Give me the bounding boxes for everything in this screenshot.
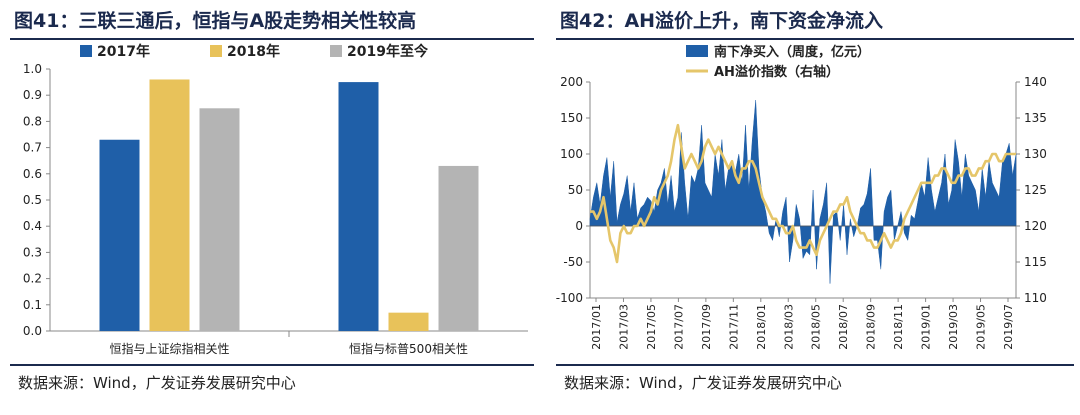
right-figure-title: 图42：AH溢价上升，南下资金净流入 [560, 10, 884, 32]
y-right-tick-label: 115 [1024, 255, 1047, 269]
y-tick-label: 0.9 [23, 88, 42, 102]
bar-1-3 [199, 108, 240, 331]
series-line-ah-premium [590, 123, 1016, 264]
legend-label-line: AH溢价指数（右轴） [714, 64, 839, 80]
panel-divider [540, 0, 546, 415]
right-title-rule [556, 38, 1074, 40]
x-tick-label: 2018/05 [810, 304, 823, 350]
left-source-rule [10, 364, 534, 366]
y-right-tick-label: 140 [1024, 75, 1047, 89]
x-tick-label: 2018/03 [782, 304, 795, 350]
x-tick-label: 2018/01 [755, 304, 768, 350]
y-left-tick-label: 150 [560, 111, 583, 125]
left-source-note: 数据来源：Wind，广发证券发展研究中心 [18, 374, 296, 392]
x-tick-label: 2018/09 [865, 304, 878, 350]
y-left-tick-label: 200 [560, 75, 583, 89]
y-left-tick-label: 0 [575, 219, 583, 233]
y-right-tick-label: 135 [1024, 111, 1047, 125]
y-left-tick-label: 50 [568, 183, 583, 197]
x-tick-label: 2018/11 [892, 304, 905, 350]
x-tick-label: 2019/07 [1002, 304, 1015, 350]
y-tick-label: 1.0 [23, 62, 42, 76]
y-right-tick-label: 120 [1024, 219, 1047, 233]
right-source-note: 数据来源：Wind，广发证券发展研究中心 [564, 374, 842, 392]
x-tick-label: 2017/01 [590, 304, 603, 350]
category-label-1: 恒指与上证综指相关性 [109, 341, 229, 356]
y-tick-label: 0.1 [23, 298, 42, 312]
y-left-tick-label: 100 [560, 147, 583, 161]
right-panel: 图42：AH溢价上升，南下资金净流入 南下净买入（周度，亿元） AH溢价指数（右轴… [546, 0, 1080, 415]
x-tick-label: 2017/05 [645, 304, 658, 350]
y-tick-label: 0.7 [23, 141, 42, 155]
y-tick-label: 0.6 [23, 167, 42, 181]
y-left-tick-label: -100 [556, 291, 583, 305]
x-tick-label: 2019/01 [920, 304, 933, 350]
x-tick-label: 2017/11 [727, 304, 740, 350]
left-figure-title: 图41：三联三通后，恒指与A股走势相关性较高 [14, 10, 417, 32]
legend-label-3: 2019年至今 [347, 43, 428, 60]
right-source-rule [556, 364, 1074, 366]
y-tick-label: 0.8 [23, 114, 42, 128]
left-title-rule [10, 38, 534, 40]
legend-label-area: 南下净买入（周度，亿元） [714, 44, 870, 60]
left-panel: 图41：三联三通后，恒指与A股走势相关性较高 2017年 2018年 2019年至今… [10, 10, 534, 392]
bar-1-2 [149, 79, 190, 331]
y-right-tick-label: 110 [1024, 291, 1047, 305]
bar-chart: 2017年 2018年 2019年至今 0.0 0.1 0.2 0.3 0.4 0.5 0.6 0.… [23, 43, 528, 356]
legend-swatch-area [686, 45, 708, 57]
legend-label-1: 2017年 [97, 43, 150, 60]
category-label-2: 恒指与标普500相关性 [349, 341, 468, 356]
x-tick-label: 2017/03 [617, 304, 630, 350]
y-tick-label: 0.3 [23, 245, 42, 259]
y-tick-label: 0.4 [23, 219, 42, 233]
bar-2-2 [388, 312, 429, 331]
y-tick-label: 0.2 [23, 272, 42, 286]
combo-chart: 南下净买入（周度，亿元） AH溢价指数（右轴） -100 -50 0 50 100 150 20… [556, 44, 1047, 350]
legend-swatch-1 [80, 45, 92, 57]
bar-2-3 [438, 165, 479, 331]
y-tick-label: 0.5 [23, 193, 42, 207]
legend-swatch-2 [210, 45, 222, 57]
y-right-tick-label: 130 [1024, 147, 1047, 161]
y-left-tick-label: -50 [563, 255, 583, 269]
y-tick-label: 0.0 [23, 324, 42, 338]
bar-1-1 [99, 139, 140, 331]
x-tick-label: 2017/07 [672, 304, 685, 350]
legend-swatch-3 [330, 45, 342, 57]
x-tick-label: 2019/03 [947, 304, 960, 350]
bar-2-1 [338, 82, 379, 331]
series-area-south-net-buy [589, 99, 1017, 284]
x-tick-label: 2018/07 [837, 304, 850, 350]
legend-label-2: 2018年 [227, 43, 280, 60]
y-right-tick-label: 125 [1024, 183, 1047, 197]
x-tick-label: 2017/09 [700, 304, 713, 350]
x-tick-label: 2019/05 [975, 304, 988, 350]
